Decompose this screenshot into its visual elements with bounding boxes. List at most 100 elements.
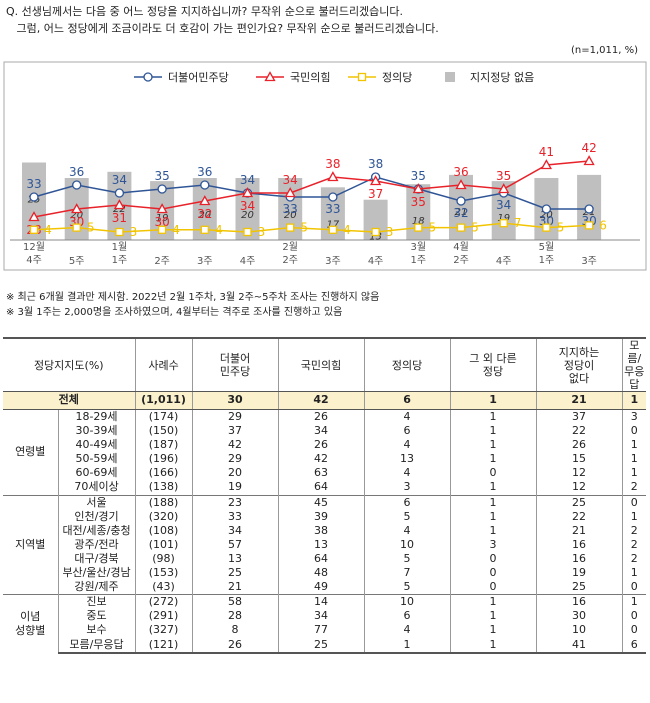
x-tick-label: 4주 [240,256,256,267]
x-tick-label: 5주 [69,256,85,267]
table-cell: 25 [277,637,365,654]
table-row: 이념 성향별 진보 (272) 58 14 10 1 16 1 [3,594,647,653]
table-cell: 6 [363,609,451,624]
question-text: Q. 선생님께서는 다음 중 어느 정당을 지지하십니까? 무작위 순으로 불러… [6,3,439,37]
table-cell: 20 [191,466,279,481]
table-cell: 25 [535,494,623,510]
table-cell: 0 [449,566,537,581]
table-cell: (1,011) [134,391,193,410]
table-cell: 30 [191,391,279,410]
table-cell: 30-39세 [57,424,136,439]
table-row: 인천/경기 (320) 33 39 5 1 22 1 [3,509,647,524]
table-cell: (187) [134,438,193,453]
data-point [328,225,338,234]
table-cell: 4 [363,466,451,481]
crosstab-table: 정당지지도(%) 사례수 더불어 민주당 국민의힘 정의당 그 외 다른 정당 지지하는 정… [3,337,647,654]
table-cell: 8 [191,623,279,638]
table-cell: 10 [535,623,623,638]
table-cell: (166) [134,466,193,481]
table-cell: 16 [535,537,623,552]
data-point [412,183,424,194]
table-cell: 15 [535,452,623,467]
table-cell: 0 [449,466,537,481]
legend-marker [357,72,367,82]
table-cell: 58 [191,594,279,610]
table-cell: 26 [277,409,365,425]
table-cell: 1 [449,409,537,425]
x-tick-label: 5월 1주 [539,241,555,266]
bar-data-label: 22 [113,204,126,215]
data-point [156,203,168,214]
legend-label: 정의당 [382,71,412,84]
point-data-label: 37 [368,187,383,201]
x-tick-label: 4월 2주 [453,241,469,266]
point-data-label: 3 [130,225,138,239]
data-point [541,204,552,214]
table-row: 강원/제주 (43) 21 49 5 0 25 0 [3,580,647,595]
bar-data-label: 20 [284,210,297,221]
x-tick-label: 12월 4주 [23,241,45,266]
table-cell: 4 [363,523,451,538]
table-cell: 70세이상 [57,480,136,496]
table-cell: 10 [363,537,451,552]
point-data-label: 35 [496,169,511,183]
series-line [33,176,590,210]
table-cell: 2 [621,523,647,538]
question-line-2: 그럼, 어느 정당에게 조금이라도 더 호감이 가는 편인가요? 무작위 순으로… [6,22,439,35]
table-cell: (272) [134,594,193,610]
table-cell: 6 [363,391,451,410]
table-cell: (43) [134,580,193,595]
table-cell: 22 [535,424,623,439]
table-cell: 50-59세 [57,452,136,467]
table-cell: 13 [277,537,365,552]
table-cell: 37 [191,424,279,439]
data-point [540,159,553,170]
data-point [542,223,551,232]
row-group-label: 연령별 [3,409,59,496]
series-line [33,160,590,218]
table-cell: 1 [449,609,537,624]
table-cell: 전체 [3,391,136,410]
table-cell: 5 [363,580,451,595]
table-cell: 0 [621,494,647,510]
sample-size-note: (n=1,011, %) [570,45,638,56]
point-data-label: 34 [240,199,255,213]
table-cell: 2 [621,480,647,496]
table-cell: 19 [191,480,279,496]
data-point [584,221,594,230]
table-cell: 49 [277,580,365,595]
table-cell: 7 [363,566,451,581]
table-cell: 30 [535,609,623,624]
point-data-label: 33 [283,202,298,216]
table-row: 연령별 18-29세 (174) 29 26 4 1 37 3 [3,409,647,496]
table-cell: (138) [134,480,193,496]
table-cell: 1 [449,494,537,510]
table-row: 30-39세 (150) 37 34 6 1 22 0 [3,424,647,439]
table-cell: 34 [191,523,279,538]
table-row: 보수 (327) 8 77 4 1 10 0 [3,623,647,638]
data-point [241,187,254,198]
table-cell: 1 [621,566,647,581]
point-data-label: 4 [343,223,351,237]
point-data-label: 31 [112,211,127,225]
data-point [243,227,252,237]
point-data-label: 4 [172,223,180,237]
table-cell: 1 [621,438,647,453]
table-row: 대구/경북 (98) 13 64 5 0 16 2 [3,551,647,567]
question-line-1: Q. 선생님께서는 다음 중 어느 정당을 지지하십니까? 무작위 순으로 불러… [6,5,404,18]
point-data-label: 5 [428,221,436,235]
table-cell: 60-69세 [57,466,136,481]
table-header: 더불어 민주당 [191,337,279,392]
data-point [200,180,210,190]
table-cell: 48 [277,566,365,581]
table-cell: 6 [363,424,451,439]
x-tick-label: 4주 [368,256,384,267]
table-cell: 대전/세종/충청 [57,523,136,538]
point-data-label: 33 [26,177,41,191]
data-point [584,204,594,214]
table-cell: 12 [535,466,623,481]
table-cell: 0 [621,609,647,624]
table-row: 60-69세 (166) 20 63 4 0 12 1 [3,466,647,481]
table-cell: 1 [449,594,537,610]
table-cell: 4 [363,438,451,453]
